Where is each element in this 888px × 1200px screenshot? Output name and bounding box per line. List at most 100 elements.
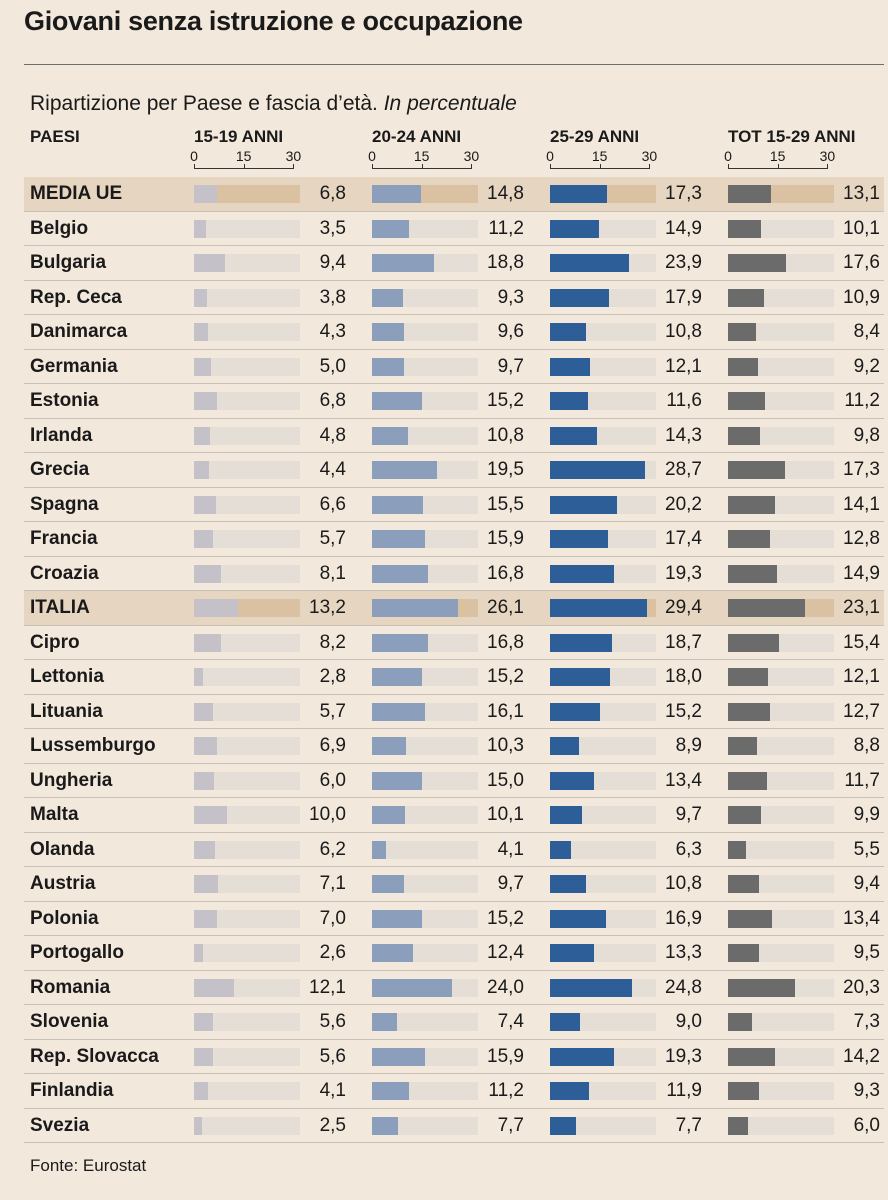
data-label: 4,1	[319, 1080, 346, 1101]
bar-track	[728, 323, 834, 341]
bar-track	[550, 357, 656, 376]
bar	[194, 909, 218, 928]
data-label: 7,7	[497, 1114, 524, 1136]
bar	[372, 219, 410, 238]
bar-track	[372, 875, 478, 893]
bar-track	[728, 254, 834, 272]
bar	[194, 1047, 213, 1066]
bar-track	[728, 909, 834, 928]
bar-track	[728, 1116, 834, 1135]
country-label: Spagna	[30, 493, 99, 515]
bar	[372, 944, 414, 962]
table-row: Lettonia 2,8 15,2 18,0 12,1	[24, 660, 884, 695]
bar	[372, 495, 424, 514]
data-label: 14,2	[843, 1045, 880, 1067]
bar-track	[194, 806, 300, 824]
data-label: 13,1	[843, 183, 880, 204]
bar	[372, 771, 422, 790]
bar	[728, 633, 779, 652]
bar	[728, 392, 766, 410]
bar	[194, 288, 207, 307]
bar	[372, 426, 408, 445]
bar	[550, 702, 601, 721]
bar	[728, 875, 760, 893]
data-label: 16,8	[487, 631, 524, 653]
bar	[550, 840, 571, 859]
country-label: Grecia	[30, 459, 90, 480]
data-label: 9,7	[675, 804, 702, 825]
bar	[194, 254, 226, 272]
country-label: Irlanda	[30, 424, 93, 446]
bar	[550, 806, 583, 824]
axis-tick-mark	[599, 164, 601, 169]
data-label: 23,1	[843, 597, 880, 618]
bar-track	[728, 392, 834, 410]
axis-scale: 0 15 30	[368, 148, 479, 172]
data-label: 16,9	[665, 907, 702, 929]
bar	[372, 461, 437, 479]
data-label: 7,3	[853, 1011, 880, 1032]
bar	[550, 978, 633, 997]
data-label: 10,8	[487, 424, 524, 446]
bar-track	[372, 1116, 478, 1135]
country-label: MEDIA UE	[30, 183, 123, 204]
bar	[372, 288, 403, 307]
bar-track	[194, 495, 300, 514]
bar-track	[550, 806, 656, 824]
country-label: Cipro	[30, 631, 80, 653]
bar-track	[550, 1013, 656, 1031]
bar	[728, 771, 767, 790]
country-label: Romania	[30, 976, 111, 998]
data-label: 19,3	[665, 562, 702, 584]
bar	[194, 530, 213, 548]
data-label: 4,3	[319, 321, 346, 342]
bar	[728, 806, 761, 824]
data-label: 10,1	[487, 804, 524, 825]
bar	[194, 771, 214, 790]
table-row: Romania 12,1 24,0 24,8 20,3	[24, 971, 884, 1005]
bar-track	[550, 461, 656, 479]
data-label: 12,1	[309, 976, 346, 998]
table-row: Croazia 8,1 16,8 19,3 14,9	[24, 557, 884, 591]
bar-track	[372, 426, 478, 445]
data-label: 23,9	[665, 252, 702, 273]
country-label: Bulgaria	[30, 252, 107, 273]
table-row: Germania 5,0 9,7 12,1 9,2	[24, 350, 884, 384]
data-label: 6,2	[319, 838, 346, 860]
data-label: 5,7	[319, 528, 346, 549]
axis-tick-label: 15	[235, 148, 252, 164]
data-label: 11,7	[844, 769, 880, 791]
bar	[550, 737, 580, 755]
axis-tick-mark	[777, 164, 779, 169]
bar	[728, 978, 796, 997]
bar-track	[550, 495, 656, 514]
bar	[194, 978, 235, 997]
bar	[372, 530, 425, 548]
country-label: Lituania	[30, 700, 103, 722]
bar	[194, 599, 238, 617]
bar-track	[372, 323, 478, 341]
data-label: 4,8	[319, 424, 346, 446]
bar-track	[728, 840, 834, 859]
bar-track	[372, 806, 478, 824]
bar-track	[194, 1082, 300, 1100]
bar-track	[728, 530, 834, 548]
bar-track	[728, 185, 834, 203]
bar	[550, 564, 614, 583]
bar-track	[372, 392, 478, 410]
bar	[550, 944, 595, 962]
bar-track	[550, 840, 656, 859]
data-label: 13,3	[665, 942, 702, 963]
data-label: 15,2	[487, 390, 524, 411]
data-label: 15,5	[487, 493, 524, 515]
country-label: Slovenia	[30, 1011, 109, 1032]
bar-track	[194, 564, 300, 583]
bar	[372, 840, 386, 859]
bar-track	[372, 840, 478, 859]
data-label: 15,9	[487, 1045, 524, 1067]
bar-track	[372, 1082, 478, 1100]
table-row: Ungheria 6,0 15,0 13,4 11,7	[24, 764, 884, 798]
data-label: 10,8	[665, 321, 702, 342]
data-label: 9,2	[853, 355, 880, 377]
data-label: 13,4	[843, 907, 880, 929]
